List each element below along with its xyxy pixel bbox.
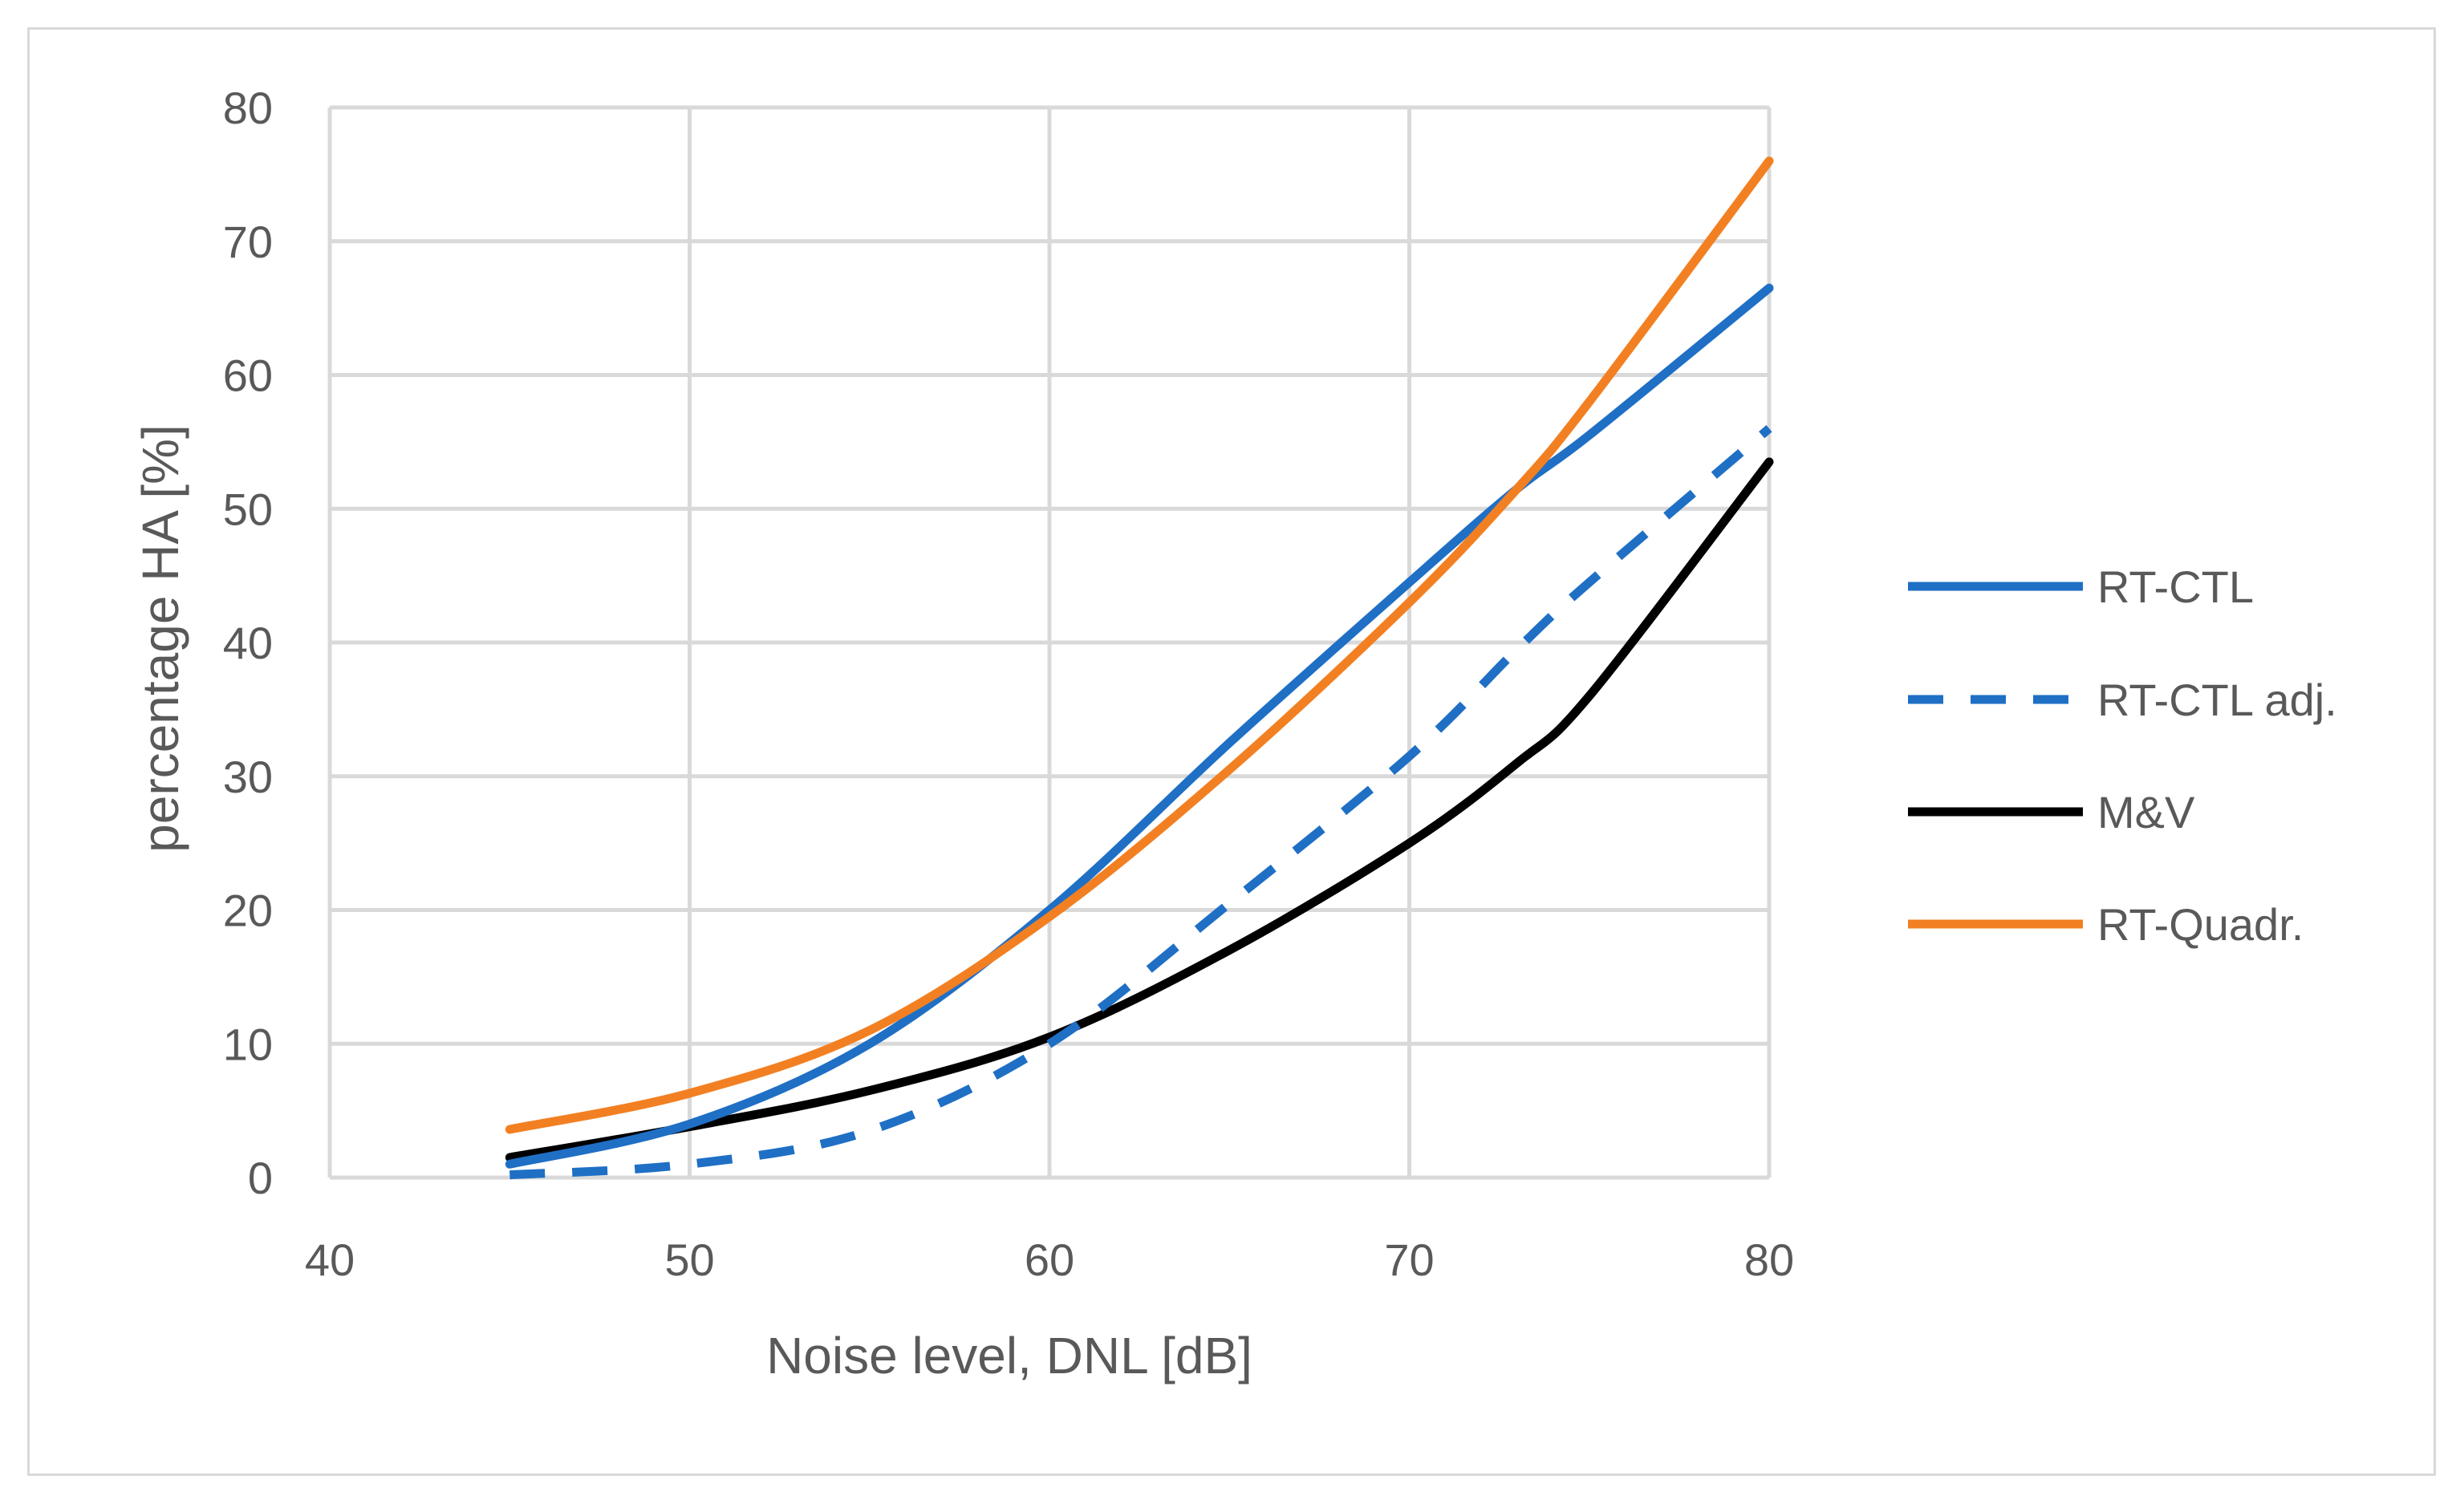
y-tick-label: 40 <box>223 618 273 668</box>
y-tick-label: 30 <box>223 752 273 802</box>
y-axis-tick-labels: 0 10 20 30 40 50 60 70 80 <box>223 83 273 1203</box>
gridlines <box>327 105 1772 1180</box>
y-tick-label: 0 <box>248 1153 273 1203</box>
series-line-rt-ctl-adj <box>509 425 1772 1180</box>
series-line-rt-quadr <box>505 156 1774 1134</box>
series-line-m-v <box>505 457 1774 1162</box>
y-tick-label: 50 <box>223 484 273 534</box>
x-axis-title: Noise level, DNL [dB] <box>766 1327 1252 1384</box>
legend-label-rt-quadr: RT-Quadr. <box>2097 899 2304 950</box>
chart-frame <box>27 27 2436 1476</box>
series-line-rt-ctl <box>505 283 1774 1169</box>
legend: RT-CTL RT-CTL adj. M&V RT-Quadr. <box>1908 561 2337 950</box>
y-axis-title: percentage HA [%] <box>132 424 189 853</box>
x-tick-label: 50 <box>664 1234 714 1285</box>
y-tick-label: 20 <box>223 886 273 936</box>
legend-label-m-v: M&V <box>2097 787 2195 837</box>
y-tick-label: 60 <box>223 351 273 401</box>
y-tick-label: 10 <box>223 1019 273 1069</box>
x-tick-label: 60 <box>1025 1234 1074 1285</box>
legend-label-rt-ctl: RT-CTL <box>2097 561 2254 612</box>
y-tick-label: 70 <box>223 217 273 267</box>
legend-label-rt-ctl-adj: RT-CTL adj. <box>2097 675 2337 725</box>
x-tick-label: 40 <box>305 1234 355 1285</box>
x-tick-label: 80 <box>1744 1234 1794 1285</box>
series-lines <box>505 156 1774 1180</box>
y-tick-label: 80 <box>223 83 273 133</box>
x-tick-label: 70 <box>1384 1234 1434 1285</box>
x-axis-tick-labels: 40 50 60 70 80 <box>305 1234 1794 1285</box>
